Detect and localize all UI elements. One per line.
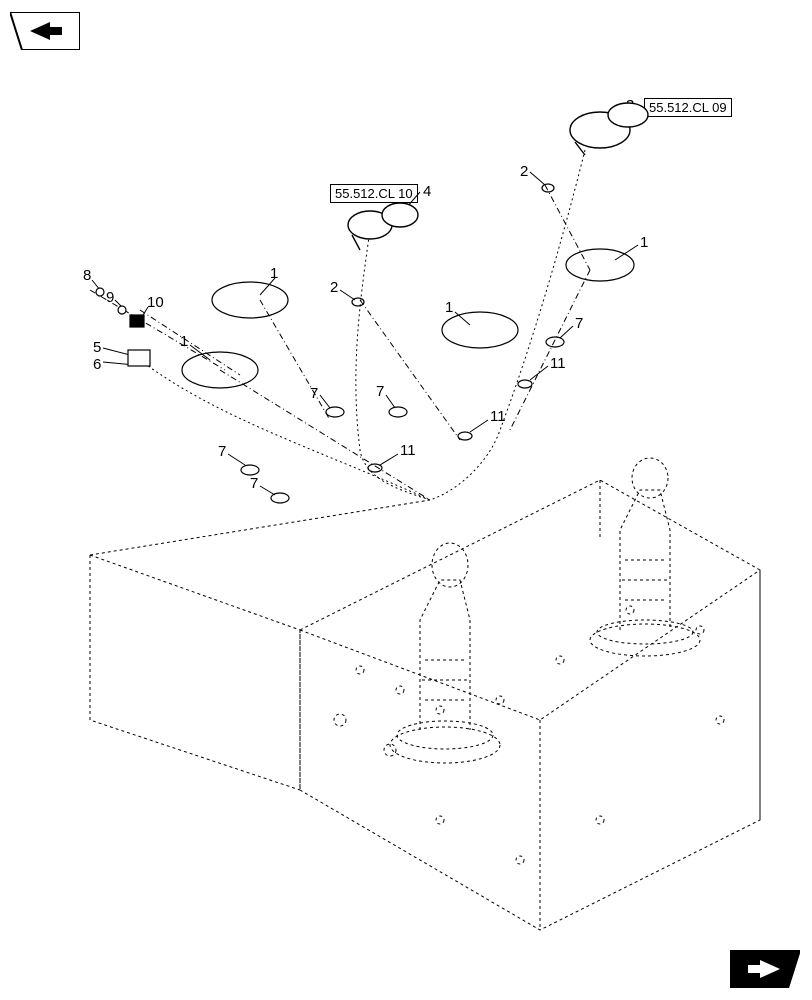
callout-7b: 7 bbox=[310, 385, 318, 402]
ref-box-2: 55.512.CL 10 bbox=[330, 184, 418, 203]
callout-9: 9 bbox=[106, 289, 114, 306]
callout-5: 5 bbox=[93, 339, 101, 356]
callout-1a: 1 bbox=[640, 234, 648, 251]
nav-back-icon[interactable] bbox=[10, 12, 80, 50]
callout-2b: 2 bbox=[330, 279, 338, 296]
callout-6: 6 bbox=[93, 356, 101, 373]
ref-box-1: 55.512.CL 09 bbox=[644, 98, 732, 117]
callout-3: 3 bbox=[626, 97, 634, 114]
ref-box-text: 55.512.CL 10 bbox=[335, 186, 413, 201]
callout-1b: 1 bbox=[270, 265, 278, 282]
callout-4: 4 bbox=[423, 183, 431, 200]
callout-10: 10 bbox=[147, 294, 164, 311]
exploded-diagram-svg bbox=[0, 0, 812, 1000]
callout-1c: 1 bbox=[180, 333, 188, 350]
diagram-page: 55.512.CL 09 55.512.CL 10 3 2 1 4 1 2 8 … bbox=[0, 0, 812, 1000]
callout-11b: 11 bbox=[490, 408, 506, 425]
callout-8: 8 bbox=[83, 267, 91, 284]
callout-7d: 7 bbox=[218, 443, 226, 460]
callout-2a: 2 bbox=[520, 163, 528, 180]
callout-7e: 7 bbox=[250, 475, 258, 492]
callout-7c: 7 bbox=[376, 383, 384, 400]
callout-11c: 11 bbox=[400, 442, 416, 459]
callout-1d: 1 bbox=[445, 299, 453, 316]
callout-7a: 7 bbox=[575, 315, 583, 332]
ref-box-text: 55.512.CL 09 bbox=[649, 100, 727, 115]
nav-forward-icon[interactable] bbox=[730, 950, 800, 988]
callout-11a: 11 bbox=[550, 355, 566, 372]
